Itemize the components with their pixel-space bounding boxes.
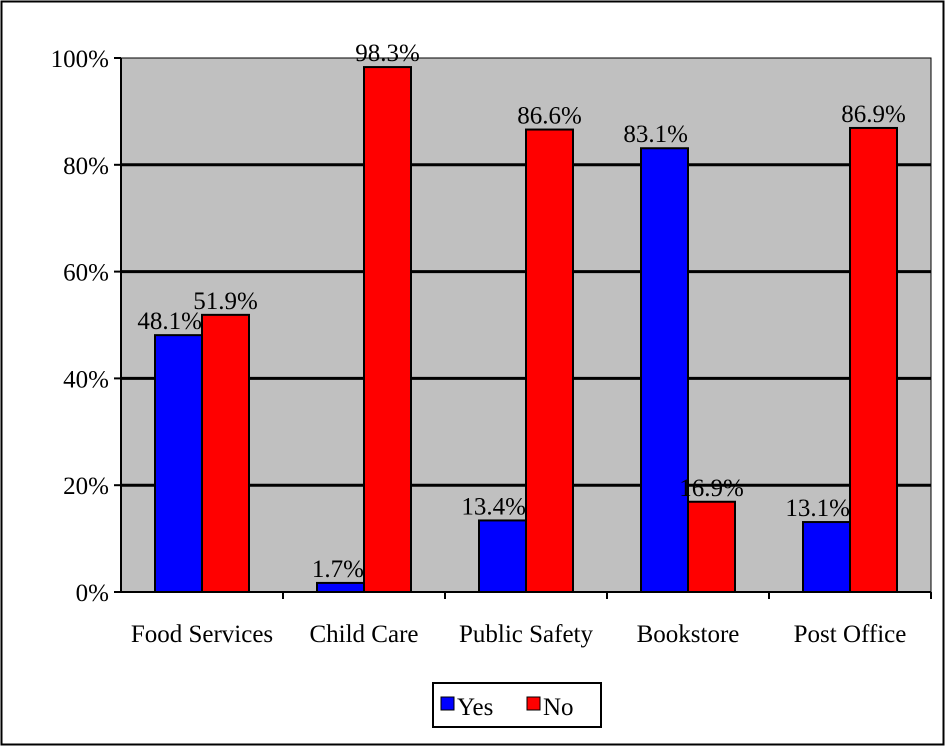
bar-yes-public-safety [478,519,527,593]
x-tick-label: Child Care [309,621,418,648]
y-tick-label: 20% [63,473,109,500]
data-label: 13.4% [461,493,526,520]
legend-box [432,682,602,728]
x-tick-label: Public Safety [459,621,594,648]
y-tick-label: 60% [63,260,109,287]
data-label: 83.1% [623,121,688,148]
bar-yes-child-care [316,581,365,593]
legend-label-no: No [543,694,574,721]
data-label: 98.3% [355,40,420,67]
data-label: 48.1% [137,308,202,335]
data-labels: 48.1%51.9% 1.7% 98.3% 13.4% 86.6% 83.1% 16.9% 1… [137,40,905,583]
x-tick-label: Bookstore [637,621,740,648]
legend-label-yes: Yes [457,694,493,721]
data-label: 86.6% [517,103,582,130]
y-tick-label: 0% [76,580,109,607]
data-label: 51.9% [193,288,258,315]
legend-swatch-no [526,696,541,711]
bar-no-bookstore [687,500,736,593]
legend: Yes No [432,682,602,728]
bars [154,66,898,594]
bar-no-post-office [849,126,898,593]
bar-no-public-safety [525,128,574,593]
legend-swatch-yes [440,696,455,711]
y-tick-label: 40% [63,366,109,393]
y-tick-label: 100% [51,46,109,73]
x-tick-label: Food Services [131,621,273,648]
data-label: 13.1% [785,495,850,522]
data-label: 16.9% [679,475,744,502]
bar-yes-bookstore [640,147,689,593]
y-tick-label: 80% [63,153,109,180]
axes: 0% 20% 40% 60% 80% 100% Food Services Child Car… [51,46,932,648]
bar-yes-post-office [802,521,851,594]
bar-no-child-care [363,66,412,593]
bar-yes-food-services [154,334,203,593]
bar-no-food-services [201,313,250,593]
data-label: 1.7% [312,556,364,583]
x-tick-label: Post Office [794,621,907,648]
data-label: 86.9% [841,101,906,128]
